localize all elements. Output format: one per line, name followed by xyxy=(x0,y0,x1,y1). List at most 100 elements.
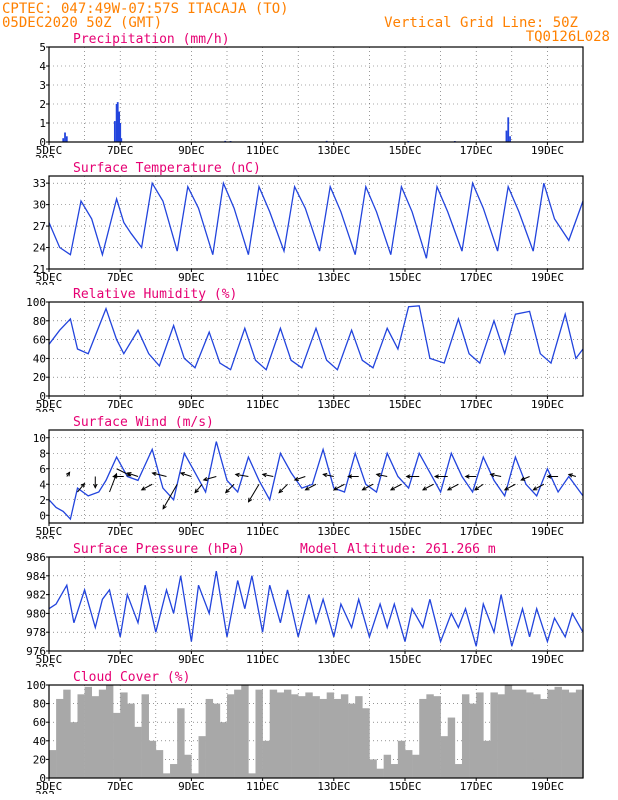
cloud-bar xyxy=(383,754,392,778)
x-tick-year-fragment: 202 xyxy=(35,534,55,547)
wind-vector xyxy=(235,473,249,477)
cloud-bar xyxy=(127,703,135,778)
y-tick-label: 24 xyxy=(33,242,47,255)
wind-vector-head xyxy=(464,474,470,479)
wind-vector-head xyxy=(202,476,208,482)
wind-vector xyxy=(521,476,530,481)
precip-bar xyxy=(118,111,121,142)
cloud-bar xyxy=(49,750,57,778)
cloud-bar xyxy=(419,698,427,778)
panel-temperature: 21 24 27 30 33 5DEC 7DEC 9DEC 11DEC 13DEC 15DEC 17D… xyxy=(33,161,584,285)
wind-vector-head xyxy=(446,486,452,491)
y-tick-label: 2 xyxy=(39,98,46,111)
x-tick-label: 19DEC xyxy=(531,653,564,666)
cloud-bar xyxy=(362,708,370,778)
cloud-bar xyxy=(561,689,570,778)
y-tick-label: 0 xyxy=(39,136,46,149)
precip-bar xyxy=(120,138,123,142)
wind-vector-head xyxy=(140,486,146,491)
cloud-bar xyxy=(276,692,285,778)
y-tick-label: 60 xyxy=(33,716,46,729)
cloud-bar xyxy=(148,740,157,778)
wind-vector xyxy=(376,473,388,477)
cloud-bar xyxy=(504,685,513,778)
x-tick-label: 7DEC xyxy=(107,271,134,284)
cloud-bar xyxy=(77,694,85,778)
wind-vector-head xyxy=(293,476,299,482)
precip-bar xyxy=(116,102,119,142)
wind-vector-head xyxy=(332,486,338,491)
x-tick-label: 7DEC xyxy=(107,144,134,157)
cloud-bar xyxy=(440,736,449,778)
y-tick-label: 60 xyxy=(33,334,46,347)
panel-pressure: 976 978 980 982 984 986 5DEC 7DEC 9DEC 11DEC 13DEC… xyxy=(26,542,584,667)
y-tick-label: 4 xyxy=(39,478,46,491)
cloud-bar xyxy=(291,694,299,778)
wind-vector xyxy=(127,472,139,477)
cloud-bar xyxy=(461,694,470,778)
wind-vector-head xyxy=(162,504,167,510)
cloud-bar xyxy=(526,692,534,778)
y-tick-label: 20 xyxy=(33,753,46,766)
y-tick-label: 982 xyxy=(26,589,46,602)
wind-vector-head xyxy=(473,486,479,491)
wind-vector-head xyxy=(304,486,310,491)
cloud-bar xyxy=(426,694,434,778)
cloud-bar xyxy=(447,717,456,778)
wind-vectors xyxy=(65,468,577,510)
x-tick-label: 17DEC xyxy=(460,144,493,157)
precip-bar xyxy=(113,121,116,142)
x-tick-label: 19DEC xyxy=(531,780,564,793)
y-tick-label: 4 xyxy=(39,60,46,73)
y-tick-label: 100 xyxy=(26,296,46,309)
y-tick-label: 976 xyxy=(26,645,46,658)
cloud-bar xyxy=(205,698,214,778)
cloud-bar xyxy=(533,694,541,778)
wind-vector-head xyxy=(489,472,495,478)
x-tick-label: 15DEC xyxy=(388,653,421,666)
panel-frame xyxy=(48,46,584,143)
y-tick-label: 0 xyxy=(39,509,46,522)
panel-annotation: Model Altitude: 261.266 m xyxy=(300,542,496,557)
wind-vector-head xyxy=(93,483,98,489)
cloud-bar xyxy=(340,694,349,778)
cloud-bar xyxy=(105,685,114,778)
cloud-bar xyxy=(141,694,149,778)
wind-vector xyxy=(447,483,459,491)
wind-vector xyxy=(362,483,374,491)
panel-frame xyxy=(48,684,584,779)
y-tick-label: 40 xyxy=(33,735,46,748)
cloud-bar xyxy=(369,759,377,778)
panel-title: Surface Wind (m/s) xyxy=(73,415,214,430)
header-grid-line: Vertical Grid Line: 50Z xyxy=(384,15,578,31)
x-tick-label: 9DEC xyxy=(178,780,205,793)
cloud-bar xyxy=(184,754,192,778)
wind-vector-head xyxy=(421,486,427,491)
cloud-bar xyxy=(84,686,93,778)
cloud-bar xyxy=(412,754,420,778)
wind-vector xyxy=(294,476,306,481)
wind-vector xyxy=(568,473,577,477)
x-tick-label: 9DEC xyxy=(178,653,205,666)
precip-bar xyxy=(507,117,510,142)
header-model-code: TQ0126L028 xyxy=(526,29,610,45)
precip-bar xyxy=(65,136,68,142)
wind-vector-head xyxy=(405,474,411,479)
series-line-temperature xyxy=(48,180,584,259)
wind-vector-head xyxy=(546,474,552,479)
series-line-pressure xyxy=(48,570,584,647)
x-tick-label: 17DEC xyxy=(460,525,493,538)
panel-title: Surface Pressure (hPa) xyxy=(73,542,245,557)
cloud-bar xyxy=(113,712,121,778)
wind-vector-head xyxy=(375,472,381,478)
y-tick-label: 2 xyxy=(39,494,46,507)
x-tick-label: 15DEC xyxy=(388,398,421,411)
precip-bar xyxy=(62,138,65,142)
precip-bar xyxy=(119,123,122,142)
cloud-bar xyxy=(454,764,463,778)
wind-vector-head xyxy=(261,472,267,478)
x-tick-label: 11DEC xyxy=(246,525,279,538)
cloud-bar xyxy=(326,692,335,778)
x-tick-label: 19DEC xyxy=(531,271,564,284)
